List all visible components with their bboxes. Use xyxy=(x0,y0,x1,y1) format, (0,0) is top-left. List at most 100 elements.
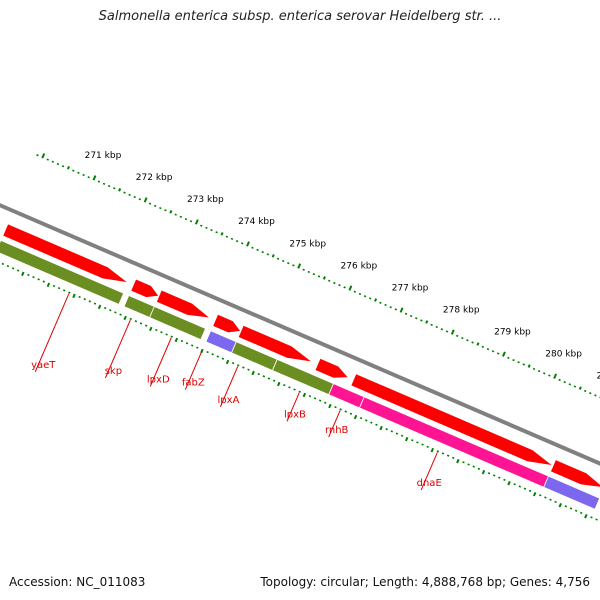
outer-tick xyxy=(216,355,220,358)
inner-tick xyxy=(220,232,224,236)
inner-tick xyxy=(281,259,285,263)
outer-tick xyxy=(88,300,92,303)
inner-tick xyxy=(153,204,157,207)
gene-label-dnaE: dnaE xyxy=(417,478,442,489)
outer-tick xyxy=(155,328,158,332)
outer-tick xyxy=(129,317,133,321)
outer-tick xyxy=(114,311,117,314)
outer-tick xyxy=(1,262,5,266)
outer-tick xyxy=(503,478,506,482)
outer-tick xyxy=(416,441,419,444)
inner-tick xyxy=(420,319,423,322)
tick-label-281: 281 kbp xyxy=(596,371,600,381)
outer-tick xyxy=(185,342,189,345)
outer-tick xyxy=(584,513,588,519)
outer-tick xyxy=(42,280,45,283)
gene-feature-lpxD[interactable] xyxy=(149,306,207,341)
inner-tick xyxy=(399,307,404,313)
tick-label-278: 278 kbp xyxy=(443,305,480,315)
inner-tick xyxy=(394,308,398,311)
gene-label-leader xyxy=(328,410,341,438)
gene-feature-dnaE[interactable] xyxy=(358,396,550,488)
outer-tick xyxy=(180,339,184,343)
inner-tick xyxy=(358,292,362,296)
outer-tick xyxy=(257,372,260,376)
inner-tick xyxy=(507,356,510,360)
inner-tick xyxy=(184,217,188,221)
outer-tick xyxy=(549,498,552,501)
gene-label-leader xyxy=(420,452,438,491)
outer-tick xyxy=(574,509,578,512)
inner-tick xyxy=(583,389,587,393)
inner-tick xyxy=(589,392,592,395)
inner-tick xyxy=(235,239,239,243)
inner-tick xyxy=(271,254,275,258)
reverse-gene-arrow-0[interactable] xyxy=(2,223,130,284)
inner-tick xyxy=(379,301,382,304)
inner-tick xyxy=(302,268,305,271)
inner-tick xyxy=(225,235,229,238)
outer-tick xyxy=(109,309,112,312)
inner-tick xyxy=(266,253,270,256)
outer-tick xyxy=(21,271,25,277)
outer-tick xyxy=(237,364,240,367)
outer-tick xyxy=(487,472,491,475)
outer-tick xyxy=(174,337,179,343)
outer-tick xyxy=(426,445,429,448)
outer-tick xyxy=(334,406,337,409)
outer-tick xyxy=(206,350,209,354)
inner-tick xyxy=(251,246,254,249)
inner-tick xyxy=(261,251,264,254)
gene-feature-skp[interactable] xyxy=(123,294,155,319)
inner-tick xyxy=(363,295,367,298)
backbone-line xyxy=(0,203,600,466)
reverse-gene-arrow-7[interactable] xyxy=(549,459,600,488)
outer-tick xyxy=(532,491,537,497)
reverse-gene-arrow-1[interactable] xyxy=(130,278,160,298)
outer-tick xyxy=(123,315,127,321)
reverse-strand-features xyxy=(2,223,600,488)
inner-tick xyxy=(256,248,259,252)
inner-tick xyxy=(246,241,250,247)
inner-tick xyxy=(133,195,136,199)
inner-tick xyxy=(430,323,433,326)
reverse-gene-arrow-5[interactable] xyxy=(314,357,350,379)
outer-tick xyxy=(251,370,255,376)
inner-tick xyxy=(102,182,106,185)
outer-tick xyxy=(344,410,347,413)
gene-feature-fabZ[interactable] xyxy=(205,330,237,354)
outer-tick xyxy=(139,322,143,325)
reverse-gene-arrow-3[interactable] xyxy=(212,313,242,334)
outer-tick xyxy=(523,487,527,490)
inner-tick xyxy=(594,394,597,397)
reverse-gene-arrow-4[interactable] xyxy=(237,324,314,363)
outer-tick xyxy=(558,502,562,508)
inner-tick xyxy=(440,328,444,331)
tick-label-271: 271 kbp xyxy=(85,151,122,161)
gene-label-skp: skp xyxy=(105,366,122,377)
inner-tick xyxy=(517,361,520,364)
outer-tick xyxy=(518,485,522,488)
inner-tick xyxy=(445,330,449,333)
inner-tick xyxy=(404,312,408,315)
inner-tick xyxy=(496,352,500,355)
outer-tick xyxy=(78,295,81,299)
inner-tick xyxy=(179,215,183,219)
inner-tick xyxy=(415,317,418,320)
gene-label-leader xyxy=(286,392,300,422)
inner-tick xyxy=(527,364,531,368)
outer-tick xyxy=(472,465,475,468)
outer-tick xyxy=(462,461,465,464)
reverse-gene-arrow-6[interactable] xyxy=(350,373,555,467)
outer-tick xyxy=(370,421,373,424)
inner-tick xyxy=(240,242,244,245)
inner-tick xyxy=(568,383,572,386)
inner-tick xyxy=(174,213,177,216)
gene-feature-yaeT[interactable] xyxy=(0,239,125,305)
inner-tick xyxy=(123,191,126,194)
reverse-gene-arrow-2[interactable] xyxy=(155,289,212,319)
outer-tick xyxy=(430,447,435,453)
outer-tick xyxy=(349,412,353,415)
inner-tick xyxy=(573,385,577,388)
